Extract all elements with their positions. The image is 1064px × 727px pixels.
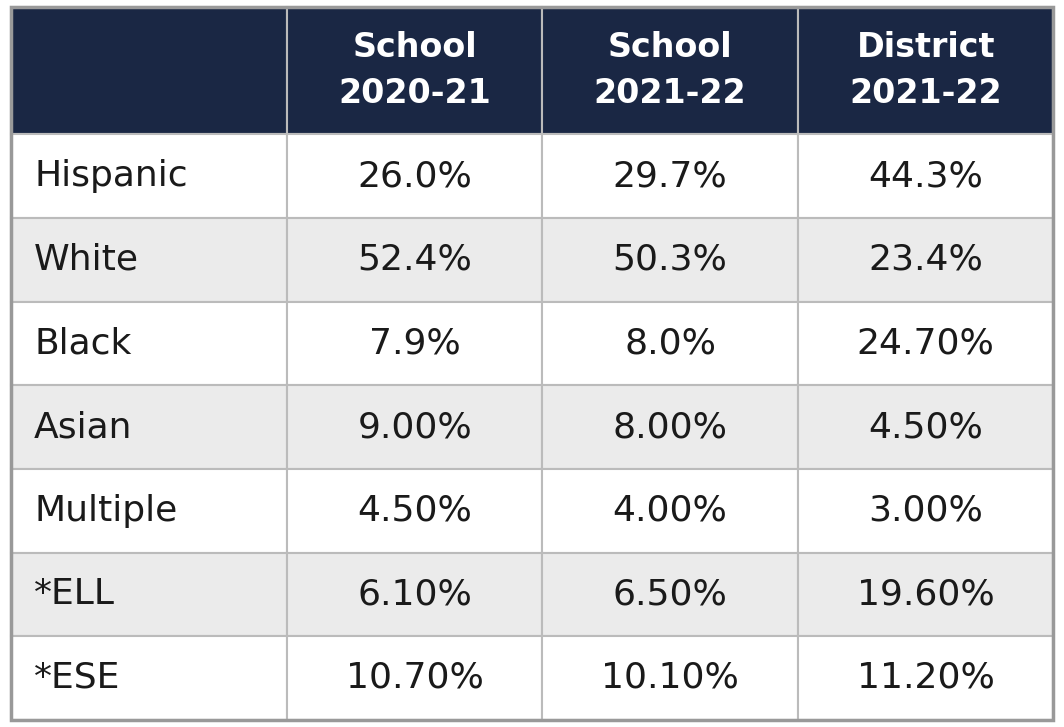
- FancyBboxPatch shape: [11, 553, 287, 636]
- Text: 3.00%: 3.00%: [868, 494, 983, 528]
- FancyBboxPatch shape: [798, 553, 1053, 636]
- FancyBboxPatch shape: [11, 302, 287, 385]
- Text: 10.70%: 10.70%: [346, 661, 484, 695]
- Text: 24.70%: 24.70%: [857, 326, 995, 361]
- Text: 26.0%: 26.0%: [358, 159, 472, 193]
- Text: 7.9%: 7.9%: [369, 326, 461, 361]
- FancyBboxPatch shape: [287, 7, 543, 134]
- FancyBboxPatch shape: [11, 385, 287, 469]
- FancyBboxPatch shape: [287, 469, 543, 553]
- FancyBboxPatch shape: [543, 7, 798, 134]
- Text: 29.7%: 29.7%: [613, 159, 728, 193]
- FancyBboxPatch shape: [11, 469, 287, 553]
- FancyBboxPatch shape: [798, 7, 1053, 134]
- FancyBboxPatch shape: [543, 469, 798, 553]
- FancyBboxPatch shape: [287, 302, 543, 385]
- FancyBboxPatch shape: [287, 218, 543, 302]
- Text: 6.50%: 6.50%: [613, 577, 728, 611]
- FancyBboxPatch shape: [543, 302, 798, 385]
- Text: 44.3%: 44.3%: [868, 159, 983, 193]
- FancyBboxPatch shape: [798, 302, 1053, 385]
- Text: 9.00%: 9.00%: [358, 410, 472, 444]
- FancyBboxPatch shape: [543, 553, 798, 636]
- FancyBboxPatch shape: [11, 134, 287, 218]
- Text: Multiple: Multiple: [34, 494, 178, 528]
- FancyBboxPatch shape: [11, 7, 287, 134]
- Text: 19.60%: 19.60%: [857, 577, 995, 611]
- FancyBboxPatch shape: [798, 469, 1053, 553]
- FancyBboxPatch shape: [798, 134, 1053, 218]
- FancyBboxPatch shape: [287, 134, 543, 218]
- Text: *ELL: *ELL: [34, 577, 115, 611]
- FancyBboxPatch shape: [287, 385, 543, 469]
- Text: White: White: [34, 243, 139, 277]
- Text: School
2020-21: School 2020-21: [338, 31, 492, 111]
- FancyBboxPatch shape: [287, 636, 543, 720]
- Text: 52.4%: 52.4%: [358, 243, 472, 277]
- FancyBboxPatch shape: [543, 134, 798, 218]
- FancyBboxPatch shape: [543, 385, 798, 469]
- Text: 4.00%: 4.00%: [613, 494, 728, 528]
- FancyBboxPatch shape: [798, 636, 1053, 720]
- Text: Asian: Asian: [34, 410, 133, 444]
- FancyBboxPatch shape: [798, 218, 1053, 302]
- Text: 8.0%: 8.0%: [625, 326, 716, 361]
- FancyBboxPatch shape: [798, 385, 1053, 469]
- Text: 10.10%: 10.10%: [601, 661, 739, 695]
- Text: *ESE: *ESE: [34, 661, 120, 695]
- Text: 23.4%: 23.4%: [868, 243, 983, 277]
- FancyBboxPatch shape: [11, 636, 287, 720]
- Text: 4.50%: 4.50%: [358, 494, 472, 528]
- FancyBboxPatch shape: [11, 218, 287, 302]
- Text: District
2021-22: District 2021-22: [849, 31, 1002, 111]
- Text: Hispanic: Hispanic: [34, 159, 187, 193]
- Text: 50.3%: 50.3%: [613, 243, 728, 277]
- Text: 11.20%: 11.20%: [857, 661, 995, 695]
- FancyBboxPatch shape: [543, 636, 798, 720]
- Text: 6.10%: 6.10%: [358, 577, 472, 611]
- FancyBboxPatch shape: [543, 218, 798, 302]
- Text: 4.50%: 4.50%: [868, 410, 983, 444]
- Text: Black: Black: [34, 326, 132, 361]
- Text: 8.00%: 8.00%: [613, 410, 728, 444]
- Text: School
2021-22: School 2021-22: [594, 31, 747, 111]
- FancyBboxPatch shape: [287, 553, 543, 636]
